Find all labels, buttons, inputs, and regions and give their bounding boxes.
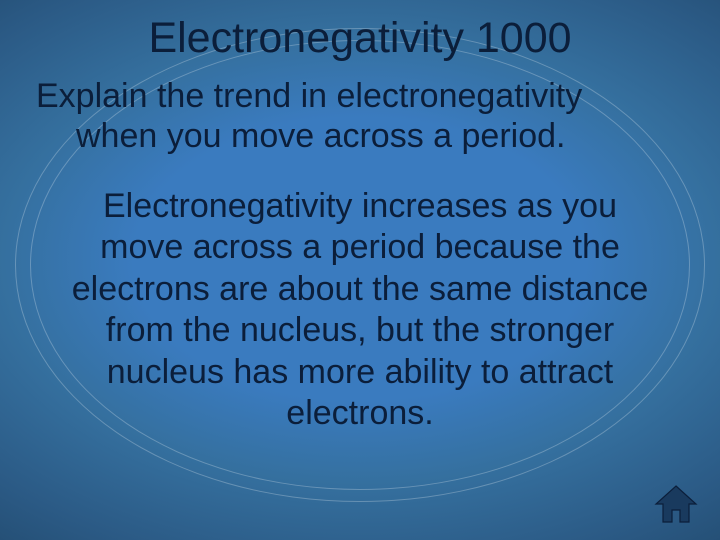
question-line: when you move across a period. — [36, 116, 684, 156]
home-button[interactable] — [654, 484, 698, 524]
question-text: Explain the trend in electronegativity w… — [36, 76, 684, 156]
question-line: Explain the trend in electronegativity — [36, 76, 684, 116]
answer-text: Electronegativity increases as you move … — [60, 186, 660, 435]
slide-background: Electronegativity 1000 Explain the trend… — [0, 0, 720, 540]
home-icon — [654, 484, 698, 524]
slide-title: Electronegativity 1000 — [0, 14, 720, 63]
